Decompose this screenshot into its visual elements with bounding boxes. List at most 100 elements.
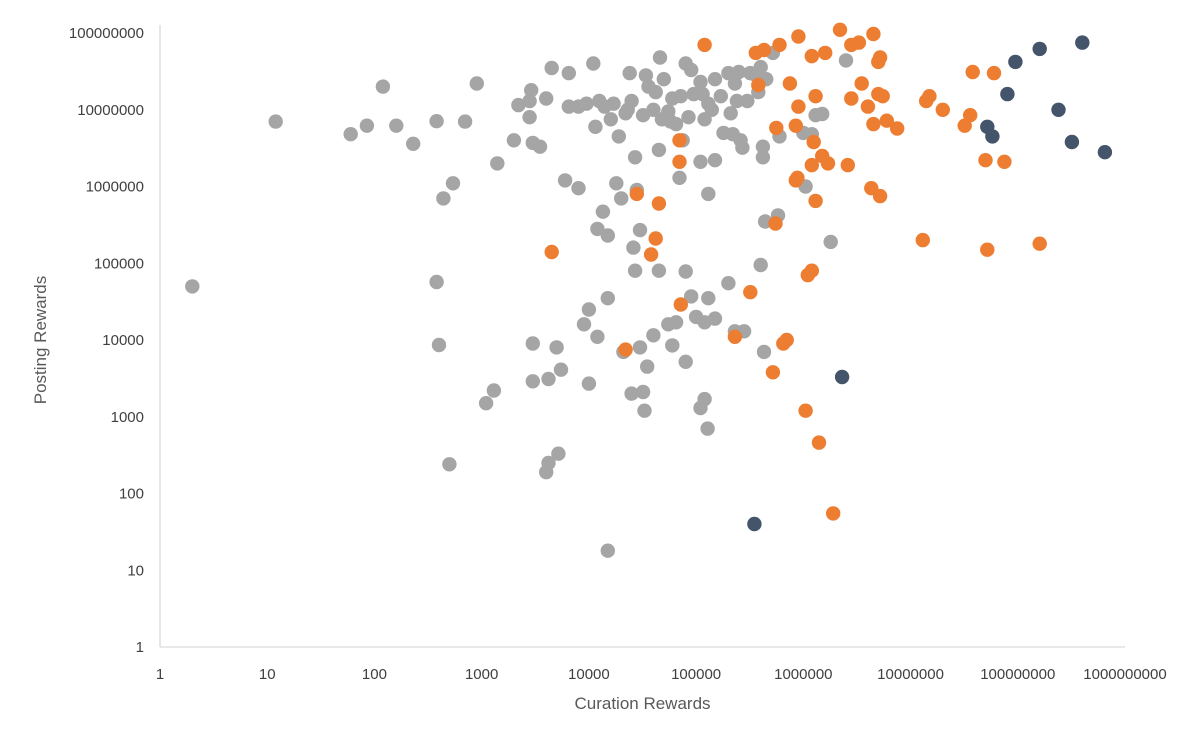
data-point: [673, 89, 688, 104]
data-point: [755, 139, 771, 154]
data-point: [551, 446, 566, 461]
data-point: [727, 76, 743, 91]
data-point: [997, 154, 1012, 169]
data-point: [525, 336, 540, 351]
data-point: [511, 97, 526, 113]
data-point: [343, 127, 358, 142]
data-point: [627, 150, 643, 165]
data-point: [429, 274, 444, 290]
data-point: [539, 91, 554, 106]
data-point: [629, 186, 644, 202]
data-point: [834, 369, 850, 385]
y-tick-label: 10: [127, 562, 144, 579]
data-point: [672, 154, 687, 169]
data-point: [985, 129, 1000, 144]
data-point: [721, 65, 736, 81]
data-point: [860, 99, 876, 114]
data-point: [442, 457, 457, 472]
data-point: [638, 68, 654, 83]
data-point: [731, 64, 746, 80]
data-point: [359, 118, 375, 133]
x-tick-label: 100000: [671, 666, 721, 683]
data-point: [922, 89, 937, 104]
data-point: [713, 89, 728, 104]
data-point: [815, 106, 830, 122]
data-point: [791, 29, 806, 44]
data-point: [980, 242, 995, 257]
data-point: [678, 354, 693, 369]
data-point: [581, 302, 597, 317]
data-point: [652, 50, 668, 65]
data-point: [872, 50, 888, 65]
data-point: [600, 228, 615, 243]
y-tick-label: 10000000: [77, 102, 144, 119]
data-point: [823, 234, 838, 250]
data-point: [590, 329, 605, 344]
data-point: [581, 376, 597, 391]
data-point: [600, 543, 615, 558]
data-point: [818, 45, 833, 61]
data-point: [756, 42, 772, 58]
data-point: [457, 114, 473, 129]
data-point: [665, 338, 680, 353]
data-point: [672, 133, 687, 148]
data-point: [693, 154, 708, 169]
data-point: [595, 204, 611, 219]
data-point: [668, 116, 684, 132]
data-point: [753, 257, 768, 273]
data-point: [727, 329, 743, 344]
data-point: [935, 102, 950, 118]
data-point: [525, 374, 540, 389]
data-point: [1097, 145, 1113, 160]
data-point: [844, 91, 859, 106]
y-tick-label: 100: [119, 486, 144, 503]
data-point: [486, 383, 502, 398]
data-point: [672, 170, 687, 185]
data-point: [609, 176, 624, 191]
x-tick-label: 1: [156, 666, 164, 683]
data-point: [854, 76, 869, 91]
x-tick-label: 1000000: [774, 666, 832, 683]
data-point: [590, 221, 605, 237]
data-point: [389, 118, 404, 133]
data-point: [586, 56, 601, 71]
data-point: [753, 59, 768, 75]
data-point: [723, 106, 738, 121]
data-point: [890, 121, 905, 136]
data-point: [637, 403, 652, 418]
data-point: [700, 421, 715, 436]
data-point: [651, 263, 667, 278]
series-2: [747, 35, 1113, 532]
data-point: [684, 62, 699, 78]
y-tick-label: 1000000: [86, 179, 144, 196]
data-point: [804, 48, 819, 64]
data-point: [646, 328, 661, 343]
data-point: [1051, 102, 1066, 118]
data-point: [765, 365, 781, 380]
data-point: [826, 506, 841, 521]
data-point: [431, 337, 447, 353]
data-point: [707, 72, 723, 87]
data-point: [576, 317, 592, 332]
data-point: [673, 297, 688, 312]
data-point: [541, 455, 556, 471]
data-point: [1008, 54, 1023, 70]
data-point: [643, 247, 659, 262]
data-point: [986, 65, 1002, 81]
data-point: [782, 76, 798, 91]
data-point: [561, 65, 576, 81]
data-point: [965, 64, 980, 80]
x-tick-label: 1000000000: [1083, 666, 1166, 683]
data-point: [768, 216, 783, 231]
data-point: [791, 99, 806, 114]
data-point: [872, 188, 888, 204]
data-point: [678, 264, 693, 279]
data-point: [875, 89, 890, 104]
data-point: [632, 340, 648, 355]
data-point: [963, 108, 978, 123]
data-point: [606, 96, 621, 111]
data-point: [579, 96, 594, 111]
data-point: [185, 279, 200, 294]
